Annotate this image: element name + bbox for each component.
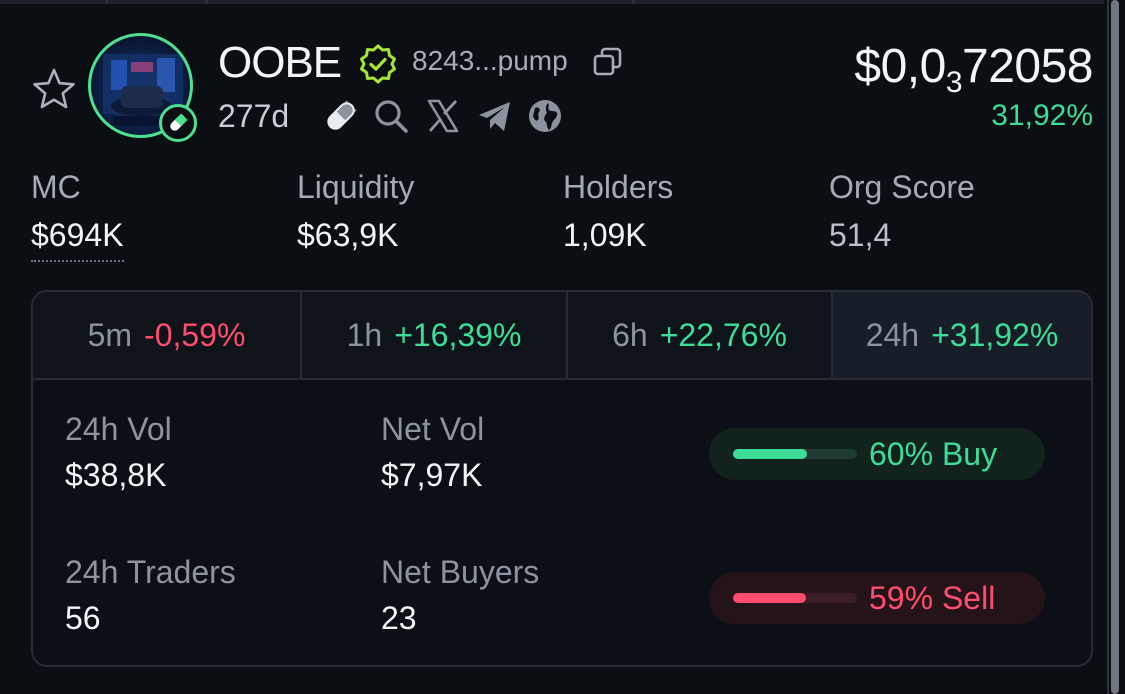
scrollbar[interactable] <box>1107 0 1125 694</box>
metric-label: 24h Vol <box>65 411 172 447</box>
buy-ratio-label: 60% Buy <box>869 435 998 472</box>
metric-value: 56 <box>65 600 101 636</box>
stat-value: 51,4 <box>829 217 892 253</box>
stat-market-cap: MC $694K <box>31 168 124 262</box>
stat-label: Org Score <box>829 169 975 205</box>
search-icon[interactable] <box>372 97 410 135</box>
change-value: +31,92% <box>931 316 1059 353</box>
change-value: +22,76% <box>659 316 787 353</box>
stats-card: 5m -0,59% 1h +16,39% 6h +22,76% 24h +31,… <box>31 290 1093 667</box>
tab-5m[interactable]: 5m -0,59% <box>33 292 300 378</box>
metric-net-buyers: Net Buyers 23 <box>381 553 539 637</box>
globe-icon[interactable] <box>526 97 564 135</box>
change-value: +16,39% <box>394 316 522 353</box>
price-change: 31,92% <box>991 99 1093 132</box>
tab-24h[interactable]: 24h +31,92% <box>831 292 1091 378</box>
stat-value: 1,09K <box>563 217 647 253</box>
x-icon[interactable] <box>424 97 462 135</box>
pill-icon <box>159 104 197 142</box>
stat-holders: Holders 1,09K <box>563 168 673 254</box>
metric-24h-traders: 24h Traders 56 <box>65 553 236 637</box>
token-address[interactable]: 8243...pump <box>412 45 568 76</box>
stat-org-score: Org Score 51,4 <box>829 168 975 254</box>
tab-6h[interactable]: 6h +22,76% <box>566 292 831 378</box>
buy-ratio-pill: 60% Buy <box>709 428 1045 480</box>
pill-icon[interactable] <box>322 97 360 135</box>
stat-value: $63,9K <box>297 217 399 253</box>
metric-net-vol: Net Vol $7,97K <box>381 410 484 494</box>
stat-label: Holders <box>563 169 674 205</box>
stat-value[interactable]: $694K <box>31 216 124 262</box>
metric-value: $7,97K <box>381 457 483 493</box>
timeframe-tabs: 5m -0,59% 1h +16,39% 6h +22,76% 24h +31,… <box>33 292 1091 380</box>
token-name: OOBE <box>218 38 342 87</box>
avatar-image <box>88 33 193 138</box>
stat-label: MC <box>31 169 81 205</box>
copy-icon[interactable] <box>592 46 624 78</box>
verified-badge-icon <box>360 44 396 84</box>
stat-label: Liquidity <box>297 169 415 205</box>
token-avatar[interactable] <box>88 33 201 146</box>
token-price: $0,0372058 <box>854 40 1093 99</box>
buy-ratio-fill <box>733 449 808 459</box>
metric-value: 23 <box>381 600 417 636</box>
buy-ratio-track <box>733 449 857 459</box>
stat-liquidity: Liquidity $63,9K <box>297 168 414 254</box>
scrollbar-thumb[interactable] <box>1111 0 1119 694</box>
sell-ratio-label: 59% Sell <box>869 579 996 616</box>
sell-ratio-pill: 59% Sell <box>709 572 1045 624</box>
star-icon[interactable] <box>30 66 78 112</box>
metric-label: 24h Traders <box>65 554 236 590</box>
metric-24h-vol: 24h Vol $38,8K <box>65 410 172 494</box>
metric-label: Net Vol <box>381 411 485 447</box>
metric-label: Net Buyers <box>381 554 540 590</box>
sell-ratio-track <box>733 593 857 603</box>
metric-value: $38,8K <box>65 457 167 493</box>
sell-ratio-fill <box>733 593 807 603</box>
tab-1h[interactable]: 1h +16,39% <box>300 292 566 378</box>
telegram-icon[interactable] <box>476 97 514 135</box>
top-divider <box>0 0 1104 4</box>
change-value: -0,59% <box>144 316 246 353</box>
token-age: 277d <box>218 98 290 134</box>
